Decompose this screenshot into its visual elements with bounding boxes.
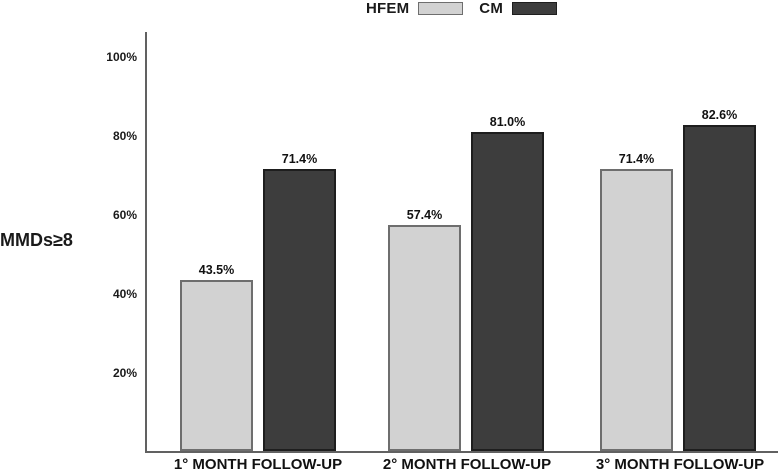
bar-value-label: 71.4% <box>618 152 655 167</box>
y-tick-label: 20% <box>112 365 137 380</box>
legend-swatch-cm <box>512 2 558 15</box>
x-category-label: 3° MONTH FOLLOW-UP <box>595 456 765 473</box>
bar-hfem-group1 <box>180 279 253 452</box>
y-tick-label: 40% <box>112 286 137 301</box>
y-axis-line <box>145 32 147 453</box>
bar-value-label: 71.4% <box>281 152 318 167</box>
bar-value-label: 43.5% <box>198 262 235 277</box>
legend-swatch-hfem <box>418 2 464 15</box>
bar-value-label: 82.6% <box>701 108 738 123</box>
x-category-label: 2° MONTH FOLLOW-UP <box>382 456 552 473</box>
bar-cm-group3 <box>683 125 756 452</box>
bar-hfem-group3 <box>600 169 673 452</box>
bar-cm-group1 <box>263 169 336 452</box>
bar-value-label: 57.4% <box>406 207 443 222</box>
x-category-label: 1° MONTH FOLLOW-UP <box>173 456 343 473</box>
y-tick-label: 80% <box>112 128 137 143</box>
bar-value-label: 81.0% <box>489 114 526 129</box>
legend-label-cm: CM <box>479 0 504 17</box>
bar-cm-group2 <box>471 131 544 452</box>
legend-label-hfem: HFEM <box>365 0 410 17</box>
bar-hfem-group2 <box>388 224 461 452</box>
legend-item-hfem: HFEM <box>365 0 464 17</box>
y-axis-title: MMDs≥8 <box>0 230 73 250</box>
chart-legend: HFEM CM <box>145 0 778 17</box>
x-axis-line <box>145 451 778 453</box>
y-tick-label: 100% <box>106 49 137 64</box>
y-tick-label: 60% <box>112 207 137 222</box>
legend-item-cm: CM <box>479 0 558 17</box>
